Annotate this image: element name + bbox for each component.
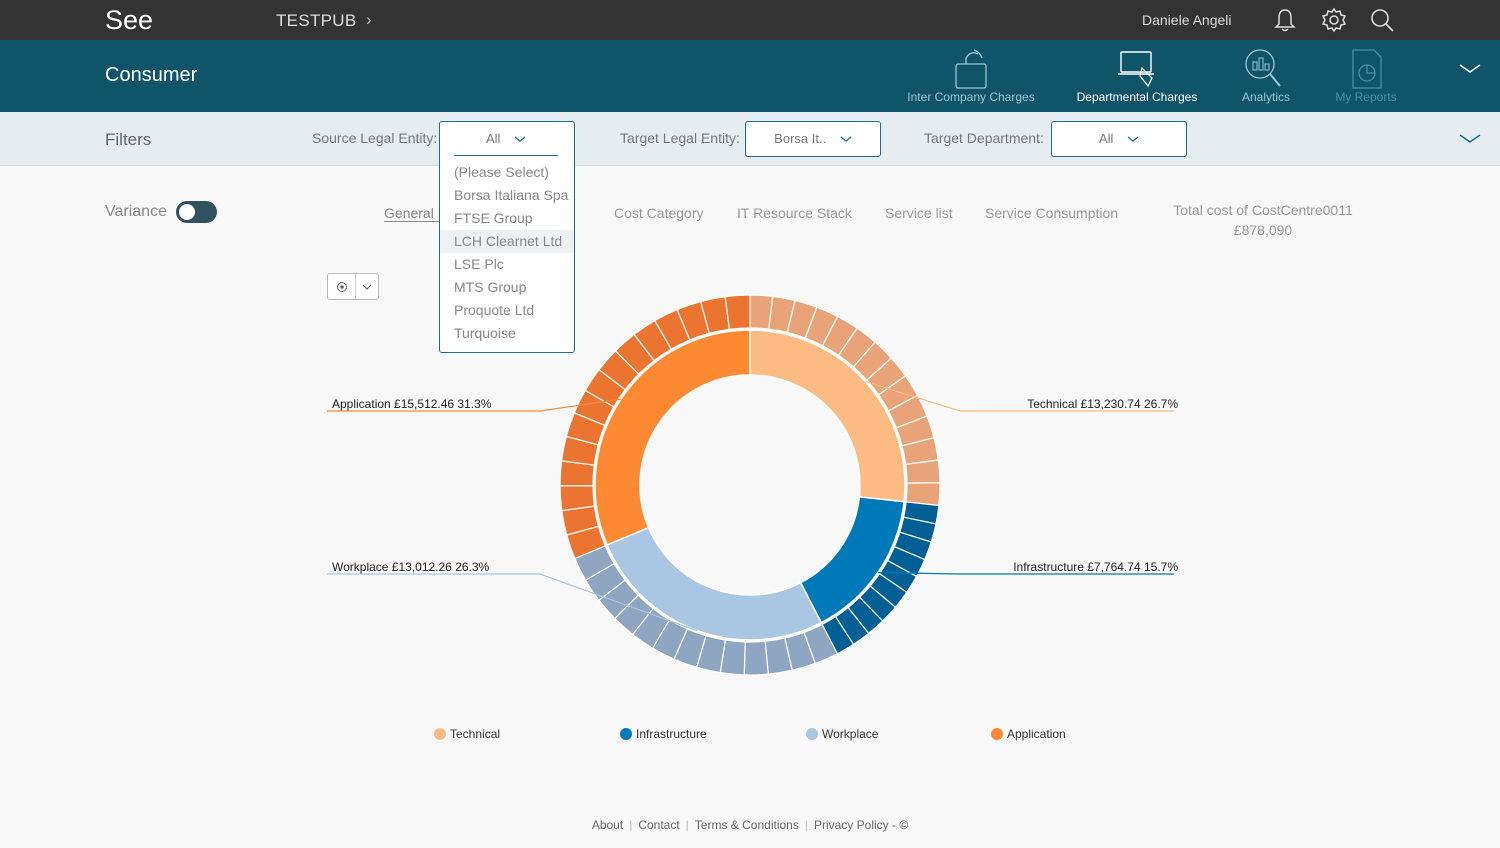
footer-link-about[interactable]: About bbox=[591, 818, 624, 832]
module-header: Consumer Inter Company Charges Departmen… bbox=[0, 40, 1500, 112]
analytics-icon bbox=[1245, 49, 1281, 87]
top-bar: See TESTPUB › Daniele Angeli bbox=[0, 0, 1500, 40]
legend-swatch bbox=[991, 728, 1003, 740]
dropdown-option[interactable]: LSE Plc bbox=[454, 256, 504, 272]
legend-item-technical[interactable]: Technical bbox=[434, 727, 500, 741]
chevron-down-icon bbox=[514, 136, 526, 142]
user-name[interactable]: Daniele Angeli bbox=[1142, 12, 1232, 28]
legend-swatch bbox=[620, 728, 632, 740]
total-cost-label: Total cost of CostCentre0011 bbox=[1173, 202, 1353, 218]
legend-label: Application bbox=[1007, 727, 1066, 741]
slice-application[interactable] bbox=[594, 329, 751, 546]
chevron-right-icon: › bbox=[366, 10, 372, 29]
legend-swatch bbox=[806, 728, 818, 740]
select-value: Borsa It.. bbox=[774, 131, 827, 146]
tab-it-resource-stack[interactable]: IT Resource Stack bbox=[737, 205, 852, 221]
target-department-label: Target Department: bbox=[924, 130, 1044, 146]
legend-item-infrastructure[interactable]: Infrastructure bbox=[620, 727, 707, 741]
select-value: All bbox=[1098, 131, 1114, 146]
tab-general-ledger[interactable]: General L bbox=[384, 205, 446, 222]
chart-options-control[interactable] bbox=[327, 273, 379, 300]
dropdown-option[interactable]: Turquoise bbox=[454, 325, 516, 341]
tab-service-consumption[interactable]: Service Consumption bbox=[985, 205, 1119, 221]
page-title: Consumer bbox=[105, 64, 198, 86]
callout-label: Infrastructure £7,764.74 15.7% bbox=[1013, 560, 1178, 574]
nav-label: Analytics bbox=[1241, 90, 1291, 104]
legend-label: Workplace bbox=[822, 727, 879, 741]
target-legal-entity-select[interactable]: Borsa It.. bbox=[745, 121, 881, 157]
subslice-workplace[interactable] bbox=[743, 640, 769, 676]
departmental-icon bbox=[1118, 51, 1154, 88]
footer: About | Contact | Terms & Conditions | Privacy… bbox=[591, 818, 909, 832]
target-icon[interactable] bbox=[336, 281, 348, 293]
total-cost-value: £878,090 bbox=[1233, 222, 1293, 238]
search-icon[interactable] bbox=[1369, 7, 1395, 33]
tab-cost-category[interactable]: Cost Category bbox=[614, 205, 704, 221]
legend-swatch bbox=[434, 728, 446, 740]
source-legal-entity-select[interactable]: All bbox=[454, 130, 558, 156]
footer-link-terms[interactable]: Terms & Conditions bbox=[694, 818, 799, 832]
callout-line bbox=[877, 571, 1174, 575]
filters-title: Filters bbox=[105, 130, 152, 149]
subslice-technical[interactable] bbox=[904, 459, 941, 484]
dropdown-option[interactable]: LCH Clearnet Ltd bbox=[440, 230, 574, 253]
chevron-down-icon bbox=[840, 136, 852, 142]
callout-label: Application £15,512.46 31.3% bbox=[332, 397, 492, 411]
legend-label: Technical bbox=[450, 727, 501, 741]
bell-icon[interactable] bbox=[1272, 7, 1298, 33]
dropdown-option[interactable]: (Please Select) bbox=[454, 164, 549, 180]
legend-item-workplace[interactable]: Workplace bbox=[806, 727, 878, 741]
source-legal-entity-label: Source Legal Entity: bbox=[312, 130, 438, 146]
chevron-down-icon[interactable] bbox=[1458, 62, 1482, 76]
sunburst-chart: Technical £13,230.74 26.7% Infrastructure… bbox=[327, 294, 1178, 676]
nav-departmental-charges[interactable]: Departmental Charges bbox=[1072, 40, 1202, 112]
subslice-application[interactable] bbox=[724, 294, 751, 331]
inner-ring bbox=[594, 329, 906, 641]
target-department-select[interactable]: All bbox=[1051, 121, 1187, 157]
footer-link-privacy[interactable]: Privacy Policy - © bbox=[813, 818, 909, 832]
dropdown-option[interactable]: Borsa Italiana Spa bbox=[454, 187, 569, 203]
filters-bar: Filters Source Legal Entity: Target Lega… bbox=[0, 112, 1500, 166]
footer-link-contact[interactable]: Contact bbox=[638, 818, 680, 832]
app-logo[interactable]: See bbox=[105, 5, 154, 35]
dropdown-option[interactable]: MTS Group bbox=[454, 279, 527, 295]
nav-label: Departmental Charges bbox=[1076, 90, 1198, 104]
callout-label: Technical £13,230.74 26.7% bbox=[1027, 397, 1178, 411]
reports-icon bbox=[1352, 49, 1382, 89]
source-legal-entity-dropdown[interactable]: All (Please Select) Borsa Italiana Spa F… bbox=[439, 121, 575, 353]
outer-ring bbox=[559, 294, 941, 676]
nav-label: My Reports bbox=[1335, 90, 1397, 104]
callout-line bbox=[327, 398, 622, 412]
callouts: Technical £13,230.74 26.7% Infrastructure… bbox=[327, 380, 1178, 632]
subslice-application[interactable] bbox=[559, 484, 596, 512]
nav-analytics[interactable]: Analytics bbox=[1230, 40, 1302, 112]
legend-label: Infrastructure bbox=[636, 727, 707, 741]
dropdown-options: (Please Select) Borsa Italiana Spa FTSE … bbox=[440, 161, 574, 345]
chevron-down-icon bbox=[1127, 136, 1139, 142]
chevron-down-icon[interactable] bbox=[1458, 132, 1482, 146]
callout-line bbox=[327, 573, 698, 632]
dropdown-option[interactable]: Proquote Ltd bbox=[454, 302, 535, 318]
inter-company-icon bbox=[955, 49, 987, 89]
toggle-knob bbox=[179, 204, 195, 220]
total-cost: Total cost of CostCentre0011 £878,090 bbox=[1160, 200, 1366, 240]
chevron-down-icon[interactable] bbox=[362, 284, 372, 291]
target-legal-entity-label: Target Legal Entity: bbox=[620, 130, 740, 146]
select-value: All bbox=[485, 131, 501, 146]
nav-inter-company-charges[interactable]: Inter Company Charges bbox=[904, 40, 1038, 112]
breadcrumb[interactable]: TESTPUB bbox=[276, 11, 357, 30]
tab-service-list[interactable]: Service list bbox=[885, 205, 953, 221]
variance-label: Variance bbox=[105, 203, 167, 220]
gear-icon[interactable] bbox=[1321, 7, 1347, 33]
callout-line bbox=[865, 380, 1174, 412]
callout-label: Workplace £13,012.26 26.3% bbox=[332, 560, 490, 574]
variance-toggle[interactable] bbox=[176, 201, 217, 223]
nav-label: Inter Company Charges bbox=[907, 90, 1035, 104]
legend-item-application[interactable]: Application bbox=[991, 727, 1066, 741]
nav-my-reports[interactable]: My Reports bbox=[1330, 40, 1402, 112]
dropdown-option[interactable]: FTSE Group bbox=[454, 210, 533, 226]
